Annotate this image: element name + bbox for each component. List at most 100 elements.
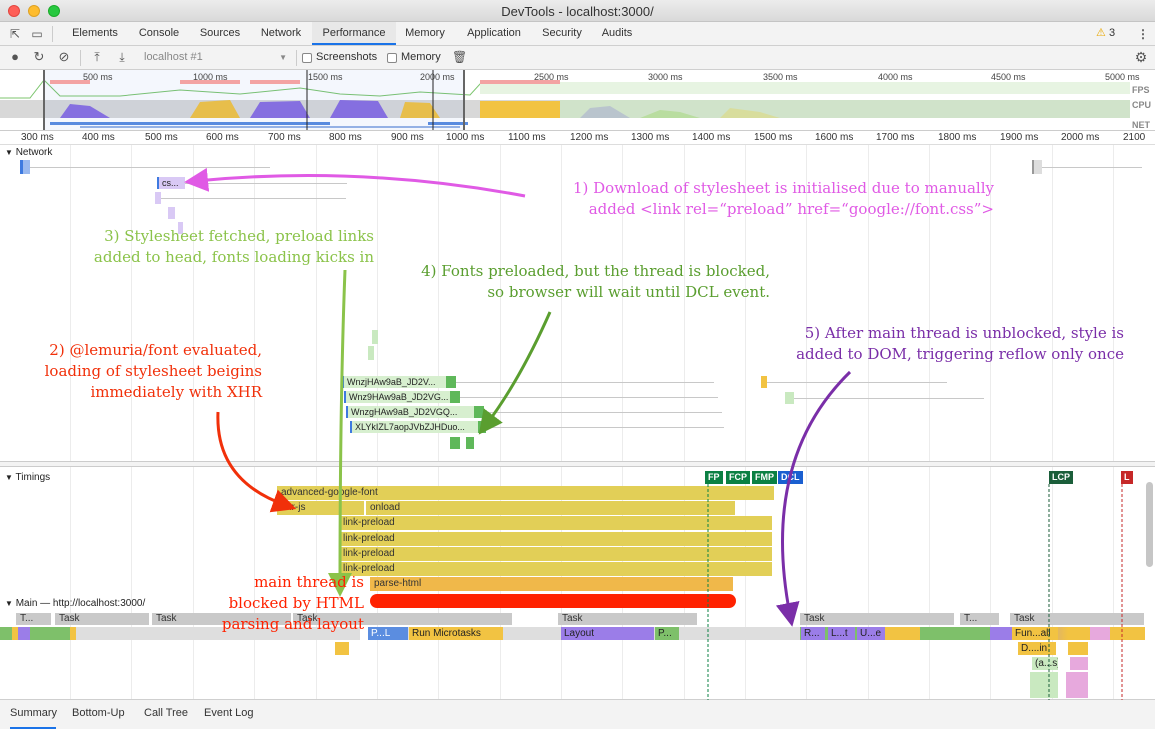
network-section-header[interactable]: ▼ Network xyxy=(5,147,52,158)
gear-icon[interactable]: ⚙ xyxy=(1134,49,1148,65)
annotation-line: so browser will wait until DCL event. xyxy=(487,283,770,301)
network-request-bar[interactable] xyxy=(761,376,767,388)
garbage-collect-icon[interactable]: 🗑 xyxy=(452,50,468,64)
performance-toolbar: ● ↻ ⊘ ⤒ ⤓ localhost #1 ▼ Screenshots Mem… xyxy=(0,46,1155,70)
profile-select[interactable]: localhost #1 ▼ xyxy=(139,49,291,66)
reload-icon[interactable]: ↻ xyxy=(33,49,45,64)
warnings-counter[interactable]: ⚠ 3 xyxy=(1096,26,1115,39)
event-layout[interactable]: Layout xyxy=(561,627,654,640)
network-request-bar[interactable] xyxy=(785,392,794,404)
inspect-element-icon[interactable]: ⇱ xyxy=(9,27,21,41)
ruler-tick: 1400 ms xyxy=(692,132,731,143)
marker-fmp[interactable]: FMP xyxy=(752,471,777,484)
tab-audits[interactable]: Audits xyxy=(601,27,633,39)
timeline-overview[interactable]: 500 ms 1000 ms 1500 ms 2000 ms 2500 ms 3… xyxy=(0,70,1155,131)
vertical-scrollbar[interactable] xyxy=(1146,482,1153,567)
timing-link-preload[interactable]: link-preload xyxy=(339,516,773,530)
network-request-bar[interactable] xyxy=(20,160,30,174)
network-request-bar[interactable]: WnzjHAw9aB_JD2V... xyxy=(342,376,446,388)
tab-network[interactable]: Network xyxy=(260,27,302,39)
task-block[interactable]: Task xyxy=(800,613,955,625)
network-request-bar[interactable]: XLYkIZL7aopJVbZJHDuo... xyxy=(350,421,478,433)
event-block[interactable] xyxy=(1070,657,1088,670)
save-profile-icon[interactable]: ⤓ xyxy=(119,50,125,64)
network-request-bar[interactable] xyxy=(368,346,374,360)
tab-application[interactable]: Application xyxy=(467,27,521,39)
tab-security[interactable]: Security xyxy=(542,27,582,39)
tab-call-tree[interactable]: Call Tree xyxy=(144,707,189,719)
clear-icon[interactable]: ⊘ xyxy=(58,49,70,64)
main-thread-label: Main — http://localhost:3000/ xyxy=(15,598,146,609)
request-download-segment xyxy=(466,437,474,449)
network-request-bar[interactable] xyxy=(168,207,175,219)
event-block[interactable] xyxy=(1068,642,1088,655)
event-paint[interactable]: P... xyxy=(655,627,679,640)
overview-tick: 1000 ms xyxy=(193,72,228,82)
task-block[interactable]: T... xyxy=(960,613,1000,625)
task-block[interactable]: T... xyxy=(16,613,52,625)
network-request-bar[interactable]: Wnz9HAw9aB_JD2VG... xyxy=(344,391,450,403)
event-update-layer-tree[interactable]: U...e xyxy=(857,627,885,640)
tab-summary[interactable]: Summary xyxy=(10,700,57,729)
maximize-window-button[interactable] xyxy=(48,5,60,17)
screenshots-checkbox[interactable] xyxy=(302,53,312,63)
arrow-note4 xyxy=(478,311,552,435)
task-block[interactable]: Task xyxy=(558,613,698,625)
marker-fp[interactable]: FP xyxy=(705,471,723,484)
ruler-tick: 1900 ms xyxy=(1000,132,1039,143)
tab-elements[interactable]: Elements xyxy=(72,27,118,39)
record-icon[interactable]: ● xyxy=(11,49,19,64)
event-layout-short[interactable]: L...t xyxy=(828,627,855,640)
marker-load[interactable]: L xyxy=(1121,471,1133,484)
marker-dcl[interactable]: DCL xyxy=(778,471,803,484)
ruler-tick: 400 ms xyxy=(82,132,115,143)
timing-link-preload[interactable]: link-preload xyxy=(339,547,773,561)
event-run-microtasks[interactable]: Run Microtasks xyxy=(409,627,503,640)
network-request-bar[interactable] xyxy=(155,192,161,204)
timing-parse-html[interactable]: parse-html xyxy=(370,577,734,591)
blocked-thread-highlight xyxy=(370,594,736,608)
tab-memory[interactable]: Memory xyxy=(405,27,445,39)
task-block[interactable]: Task xyxy=(293,613,513,625)
split-resizer[interactable] xyxy=(0,461,1155,467)
load-profile-icon[interactable]: ⤒ xyxy=(94,50,100,64)
close-window-button[interactable] xyxy=(8,5,20,17)
tab-bottom-up[interactable]: Bottom-Up xyxy=(72,707,125,719)
network-request-bar[interactable]: WnzgHAw9aB_JD2VGQ... xyxy=(346,406,474,418)
task-block[interactable]: Task xyxy=(152,613,292,625)
ruler-tick: 1000 ms xyxy=(446,132,485,143)
task-block[interactable]: Task xyxy=(1010,613,1145,625)
event-block[interactable] xyxy=(1066,672,1088,698)
event-recalc-style[interactable]: R... xyxy=(801,627,825,640)
event-block[interactable] xyxy=(1030,672,1058,698)
screenshots-label: Screenshots xyxy=(316,51,378,63)
timing-xhr-js[interactable]: xhr-js xyxy=(277,501,365,515)
timing-link-preload[interactable]: link-preload xyxy=(339,562,773,576)
timing-advanced-google-font[interactable]: advanced-google-font xyxy=(277,486,775,500)
device-toolbar-icon[interactable]: ▭ xyxy=(31,27,43,41)
main-section-header[interactable]: ▼ Main — http://localhost:3000/ xyxy=(5,598,145,609)
network-request-bar[interactable] xyxy=(1032,160,1042,174)
network-request-bar[interactable] xyxy=(178,222,183,234)
marker-fcp[interactable]: FCP xyxy=(726,471,750,484)
event-function-call[interactable]: Fun...all xyxy=(1012,627,1058,640)
minimize-window-button[interactable] xyxy=(28,5,40,17)
timing-link-preload[interactable]: link-preload xyxy=(339,532,773,546)
event-anonymous[interactable]: (a...s) xyxy=(1032,657,1058,670)
task-block[interactable]: Task xyxy=(55,613,150,625)
marker-lcp[interactable]: LCP xyxy=(1049,471,1073,484)
event-dom-content-loaded[interactable]: D....in xyxy=(1018,642,1056,655)
more-options-icon[interactable]: ⋮ xyxy=(1137,27,1149,41)
network-request-bar[interactable] xyxy=(372,330,378,344)
tab-console[interactable]: Console xyxy=(138,27,180,39)
tab-sources[interactable]: Sources xyxy=(199,27,241,39)
timing-onload[interactable]: onload xyxy=(366,501,736,515)
ruler-tick: 1600 ms xyxy=(815,132,854,143)
network-request-bar[interactable]: cs... xyxy=(157,177,185,189)
memory-checkbox[interactable] xyxy=(387,53,397,63)
tab-performance[interactable]: Performance xyxy=(312,22,396,45)
event-parse-layout[interactable]: P...L xyxy=(368,627,408,640)
event-block[interactable] xyxy=(335,642,349,655)
tab-event-log[interactable]: Event Log xyxy=(204,707,254,719)
timings-section-header[interactable]: ▼ Timings xyxy=(5,472,50,483)
